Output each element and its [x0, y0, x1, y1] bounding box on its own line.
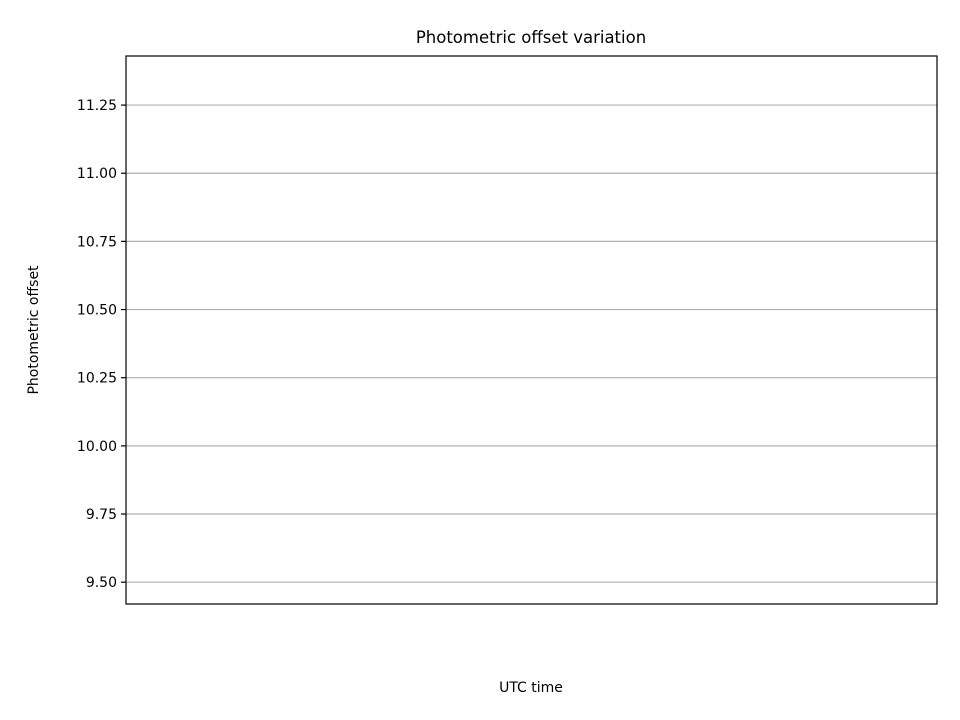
x-axis-label: UTC time [499, 680, 563, 696]
y-axis-label: Photometric offset [26, 265, 42, 395]
y-axis-ticks: 9.50 9.75 10.00 10.25 10.50 10.75 11.00 11.25 [77, 98, 126, 591]
axes-frame [125, 55, 938, 605]
y-tick-label: 10.00 [77, 439, 117, 455]
y-tick-label: 10.50 [77, 303, 117, 319]
y-tick-label: 11.25 [77, 98, 117, 114]
y-tick-label: 10.25 [77, 371, 117, 387]
y-tick-label: 11.00 [77, 166, 117, 182]
grid-lines [126, 104, 937, 583]
chart-title: Photometric offset variation [416, 28, 646, 47]
y-tick-label: 10.75 [77, 234, 117, 250]
y-tick-label: 9.75 [86, 507, 117, 523]
y-tick-label: 9.50 [86, 575, 117, 591]
